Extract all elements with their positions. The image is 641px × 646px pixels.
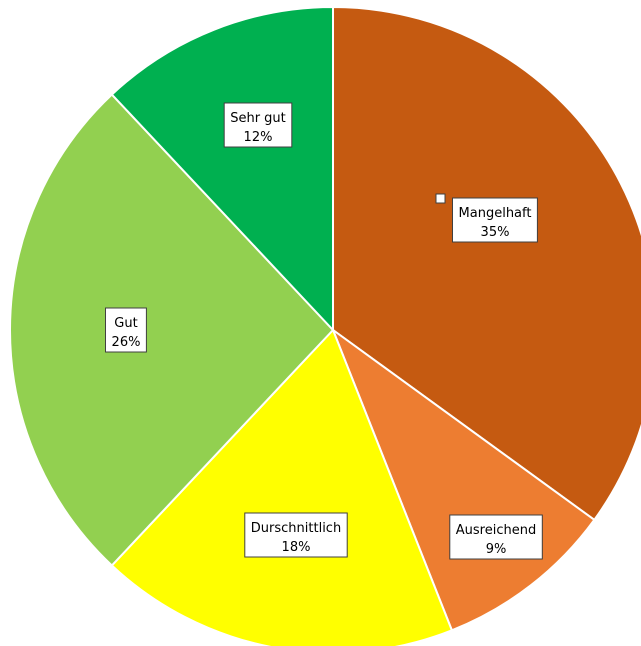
data-label-category: Mangelhaft [459, 206, 532, 221]
data-label-category: Gut [114, 316, 137, 331]
data-label-mangelhaft: Mangelhaft 35% [452, 197, 538, 243]
data-label-value: 9% [486, 542, 507, 557]
pie-slice-durschnittlich [110, 328, 454, 646]
pie-data-labels: Mangelhaft 35% Ausreichend 9% Durschnittlich… [105, 102, 543, 560]
data-label-box [223, 102, 293, 148]
selection-handle[interactable] [435, 193, 446, 204]
data-label-sehr-gut: Sehr gut 12% [223, 102, 293, 148]
data-label-box [105, 307, 147, 353]
data-label-box [449, 514, 543, 560]
data-label-category: Ausreichend [456, 523, 536, 538]
data-label-box [452, 197, 538, 243]
data-label-value: 12% [244, 130, 273, 145]
data-label-durschnittlich: Durschnittlich 18% [244, 512, 348, 558]
data-label-category: Durschnittlich [251, 521, 341, 536]
data-label-value: 18% [282, 540, 311, 555]
pie-slice-mangelhaft [332, 5, 641, 522]
data-label-value: 35% [481, 225, 510, 240]
data-label-gut: Gut 26% [105, 307, 147, 353]
pie-slice-sehr-gut [110, 5, 334, 333]
data-label-value: 26% [112, 335, 141, 350]
data-label-box [244, 512, 348, 558]
data-label-category: Sehr gut [230, 111, 286, 126]
pie-slice-gut [8, 93, 335, 567]
data-label-ausreichend: Ausreichend 9% [449, 514, 543, 560]
